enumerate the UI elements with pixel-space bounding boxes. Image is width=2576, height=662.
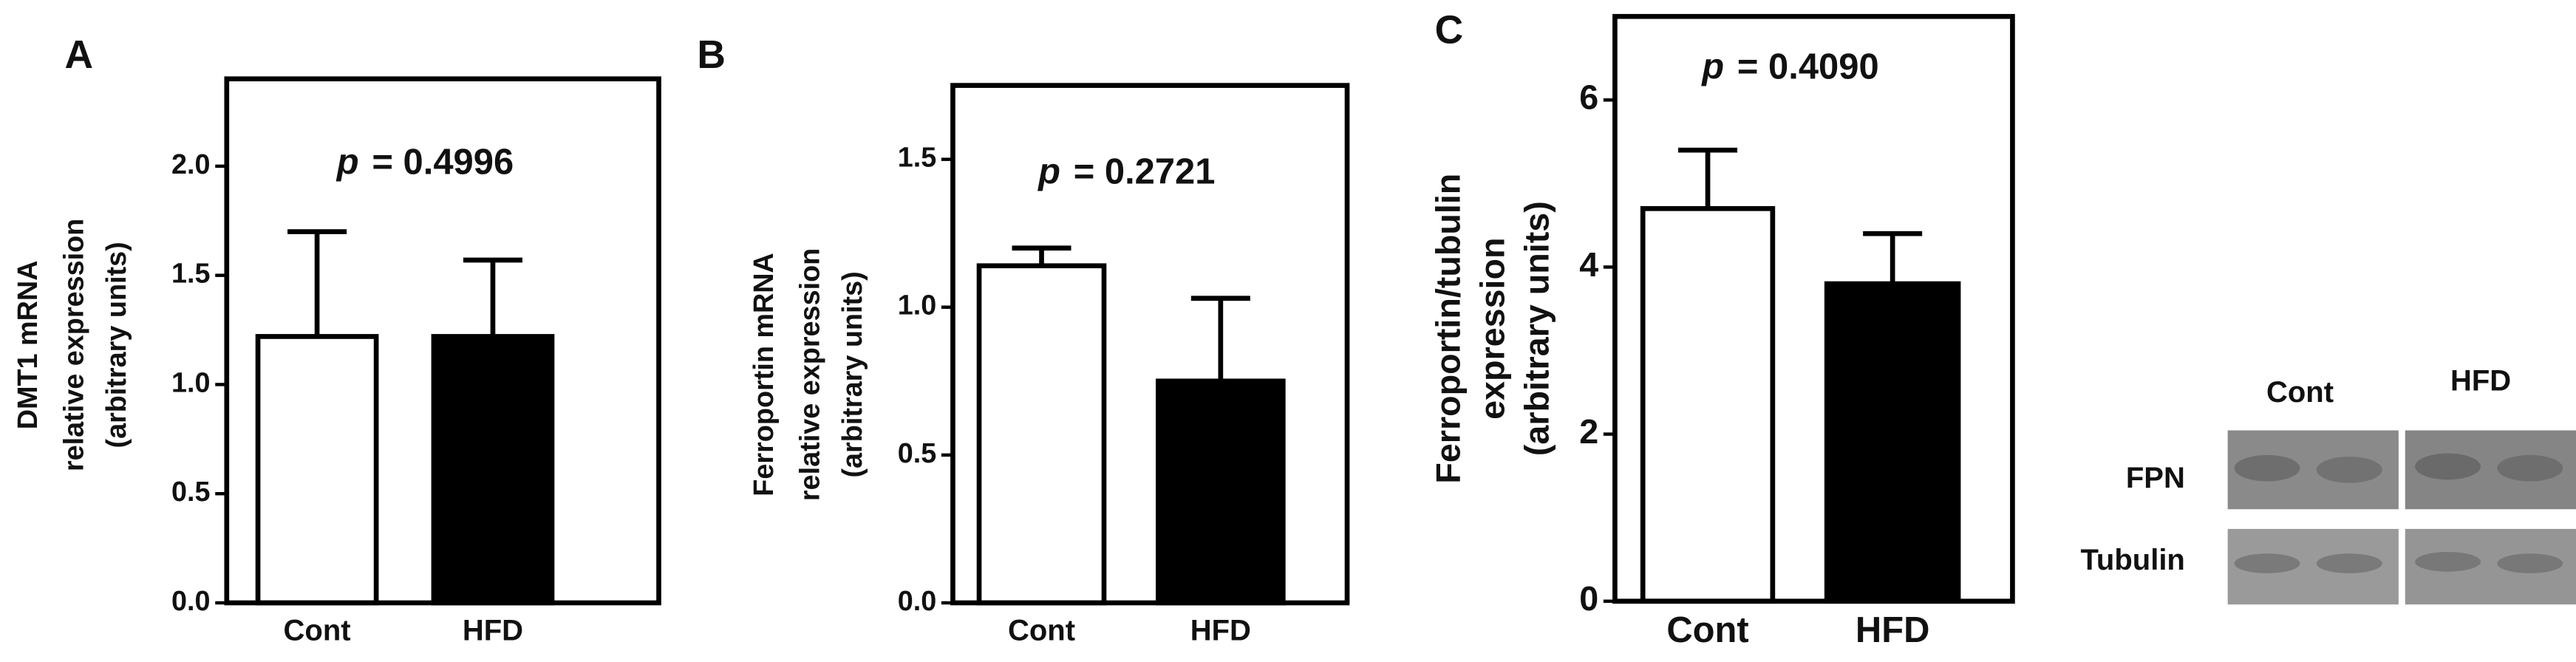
annotation-p: p — [1037, 152, 1060, 192]
y-tick-label: 1.5 — [171, 259, 211, 290]
panel-label: B — [697, 33, 726, 77]
annotation: p = 0.2721 — [1037, 152, 1215, 192]
y-tick-label: 4 — [1579, 245, 1598, 284]
band — [2316, 553, 2382, 573]
plot-frame — [1612, 13, 2015, 604]
x-tick-label: Cont — [1666, 610, 1748, 650]
y-axis-label: Ferroportin/tubulin — [1428, 174, 1467, 484]
annotation-value: = 0.4996 — [372, 142, 514, 182]
y-tick-label: 1.0 — [171, 367, 211, 398]
y-tick-label: 1.5 — [898, 143, 937, 174]
bar — [1640, 205, 1776, 604]
chart-panel: A DMT1 mRNA relative expression (arbitrary … — [13, 33, 661, 647]
y-tick-label: 0.0 — [898, 586, 937, 617]
x-tick-label: Cont — [1008, 615, 1075, 647]
y-tick-label: 6 — [1579, 78, 1598, 117]
y-tick-label: 2.0 — [171, 149, 211, 180]
y-axis-label: Ferroportin mRNA — [749, 253, 780, 496]
y-tick-label: 0.5 — [171, 477, 211, 508]
panel-label: C — [1435, 9, 1464, 52]
panel-label: A — [64, 33, 93, 77]
band — [2316, 457, 2382, 483]
y-tick-label: 1.0 — [898, 290, 937, 321]
blot-row-label: FPN — [2126, 462, 2185, 494]
y-axis-label: relative expression — [58, 219, 89, 471]
bar — [1824, 281, 1961, 604]
band — [2234, 454, 2300, 482]
blot-column-label: Cont — [2266, 376, 2334, 409]
y-axis-label: expression — [1473, 237, 1511, 419]
bar — [1156, 378, 1286, 606]
x-tick-label: HFD — [1190, 615, 1251, 647]
y-tick-label: 2 — [1579, 412, 1598, 451]
annotation-p: p — [1700, 47, 1724, 86]
blot-image: Cont HFD FPN Tubulin — [2080, 365, 2576, 605]
annotation-value: = 0.4090 — [1737, 47, 1879, 86]
band — [2497, 454, 2563, 482]
band — [2415, 552, 2481, 572]
y-tick-label: 0 — [1579, 579, 1598, 618]
chart-panel: B Ferroportin mRNA relative expression (arb… — [697, 33, 1350, 647]
blot-column-label: HFD — [2450, 365, 2511, 397]
bar — [255, 334, 379, 606]
y-axis-label: (arbitrary units) — [101, 242, 132, 448]
bar — [431, 334, 555, 606]
x-tick-label: HFD — [463, 615, 523, 647]
band — [2415, 453, 2481, 480]
band — [2234, 553, 2300, 573]
annotation-p: p — [335, 142, 359, 182]
y-axis-label: (arbitrary units) — [1517, 201, 1556, 456]
annotation: p = 0.4996 — [335, 142, 514, 182]
annotation-value: = 0.2721 — [1074, 152, 1216, 192]
y-tick-label: 0.0 — [171, 586, 211, 617]
y-axis-label: (arbitrary units) — [837, 271, 868, 477]
plot-frame — [950, 83, 1350, 606]
chart-panel: C Ferroportin/tubulin expression (arbitrary… — [1428, 9, 2015, 650]
y-tick-label: 0.5 — [898, 438, 937, 469]
blot-row-label: Tubulin — [2080, 544, 2184, 576]
x-tick-label: HFD — [1856, 610, 1930, 650]
y-axis-label: DMT1 mRNA — [13, 260, 44, 429]
plot-frame — [224, 76, 661, 606]
annotation: p = 0.4090 — [1700, 47, 1878, 86]
bar — [976, 263, 1107, 606]
y-axis-label: relative expression — [794, 248, 825, 501]
band — [2497, 553, 2563, 573]
x-tick-label: Cont — [284, 615, 351, 647]
